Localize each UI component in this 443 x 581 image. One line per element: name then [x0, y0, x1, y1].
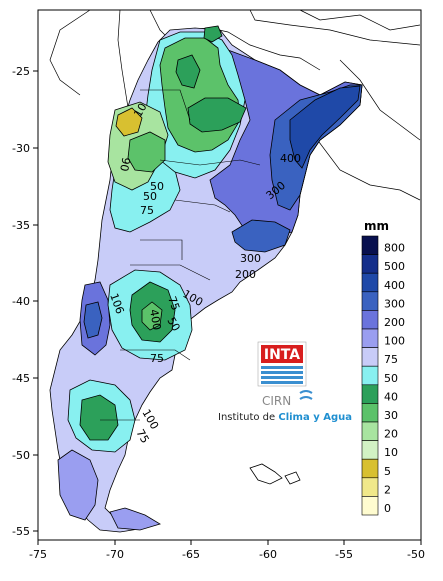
region-south-100 — [57, 449, 99, 521]
region-ne-400 — [289, 85, 361, 169]
region-pat-300 — [83, 301, 103, 339]
inta-wordmark: INTA — [264, 347, 300, 363]
region-ba-300 — [231, 219, 291, 253]
y-tick-labels: -25 -30 -35 -40 -45 -50 -55 — [12, 65, 30, 538]
y-tick-label: -30 — [12, 142, 30, 155]
contour-label: 400 — [280, 152, 301, 165]
x-tick-label: -60 — [259, 548, 277, 561]
legend-swatch — [361, 328, 379, 348]
legend-label: 20 — [384, 428, 398, 441]
region-north-40 — [187, 97, 247, 133]
y-tick-label: -40 — [12, 295, 30, 308]
contour-label: 75 — [140, 204, 154, 217]
region-nw-5 — [115, 107, 143, 137]
contour-label: 75 — [133, 427, 151, 446]
institute-highlight: Clima y Agua — [278, 412, 352, 423]
contour-label: 50 — [164, 315, 182, 334]
contour-label: 300 — [240, 252, 261, 265]
legend-swatch — [361, 421, 379, 441]
legend-swatch — [361, 440, 379, 460]
x-tick-label: -65 — [182, 548, 200, 561]
legend-label: 100 — [384, 335, 405, 348]
contour-label: 75 — [165, 295, 182, 313]
legend-label: 200 — [384, 316, 405, 329]
x-tick-label: -50 — [407, 548, 425, 561]
contour-label: 06 — [118, 156, 133, 172]
legend-swatch — [361, 496, 379, 516]
legend-label: 50 — [384, 372, 398, 385]
region-nw-30 — [127, 131, 166, 173]
legend-label: 40 — [384, 390, 398, 403]
legend-swatch — [361, 291, 379, 311]
region-south-40 — [79, 394, 119, 441]
cirn-logo: CIRN Instituto de Clima y Agua — [218, 390, 352, 423]
region-pat-30 — [141, 301, 163, 331]
legend-swatch — [361, 272, 379, 293]
contour-label: 75 — [150, 352, 164, 365]
legend-swatch — [361, 477, 379, 497]
legend-swatch — [361, 347, 379, 367]
y-tick-label: -25 — [12, 65, 30, 78]
legend-unit: mm — [364, 219, 389, 233]
legend-label: 5 — [384, 465, 391, 478]
legend-label: 0 — [384, 502, 391, 515]
y-tick-label: -55 — [12, 525, 30, 538]
legend-label: 30 — [384, 409, 398, 422]
contour-label: 10 — [131, 101, 149, 120]
contour-label: 50 — [150, 180, 164, 193]
legend-label: 300 — [384, 297, 405, 310]
institute-name: Instituto de Clima y Agua — [218, 412, 352, 423]
legend-label: 400 — [384, 279, 405, 292]
inta-logo: INTA — [257, 341, 307, 387]
malvinas-islands — [249, 463, 301, 485]
x-tick-labels: -75 -70 -65 -60 -55 -50 — [29, 548, 425, 561]
inta-stripes — [261, 366, 303, 384]
contour-label: 400 — [147, 308, 163, 331]
wave-icon — [299, 390, 313, 394]
legend-label: 2 — [384, 483, 391, 496]
province-borders — [100, 89, 261, 421]
legend-label: 800 — [384, 242, 405, 255]
region-north-top-40b — [203, 25, 223, 43]
region-north-top-40 — [175, 54, 201, 89]
x-tick-label: -55 — [335, 548, 353, 561]
legend-label: 500 — [384, 260, 405, 273]
x-tick-label: -70 — [106, 548, 124, 561]
legend-swatch — [361, 235, 379, 255]
x-tick-label: -75 — [29, 548, 47, 561]
contour-label: 50 — [143, 190, 157, 203]
y-tick-label: -50 — [12, 449, 30, 462]
legend-swatch — [361, 403, 379, 423]
legend-swatch — [361, 310, 379, 330]
y-tick-label: -45 — [12, 372, 30, 385]
legend-label: 75 — [384, 353, 398, 366]
cirn-wordmark: CIRN — [262, 394, 291, 408]
legend-swatch — [361, 365, 379, 386]
legend-swatch — [361, 254, 379, 274]
legend-label: 10 — [384, 446, 398, 459]
argentina-shape — [49, 25, 363, 533]
legend-swatch — [361, 384, 379, 404]
contour-label: 200 — [235, 268, 256, 281]
y-tick-label: -35 — [12, 219, 30, 232]
institute-prefix: Instituto de — [218, 412, 278, 423]
tick-marks — [33, 70, 422, 545]
tierra-del-fuego — [109, 507, 161, 531]
legend-swatch — [361, 458, 379, 479]
